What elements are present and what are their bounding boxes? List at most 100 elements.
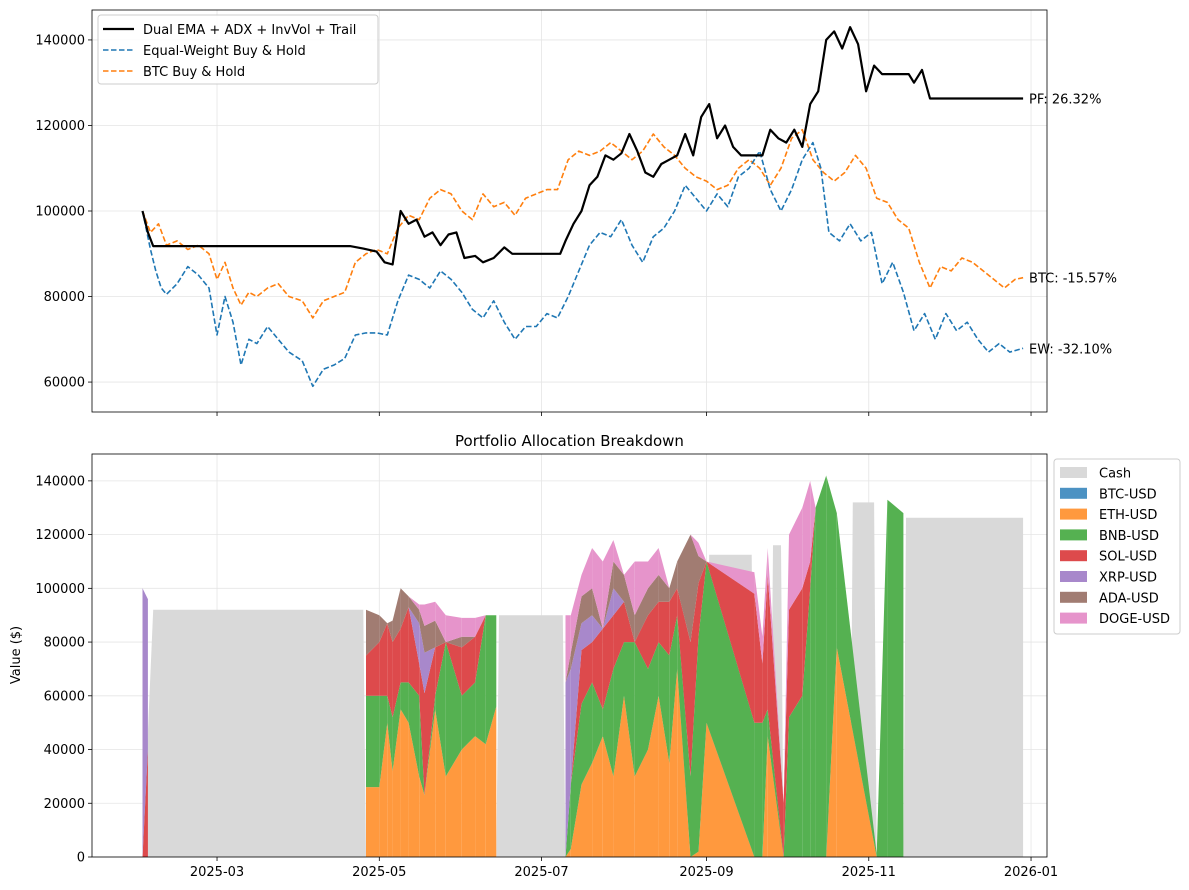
bottom-xtick-label: 2025-11 (842, 865, 896, 880)
bnb-usd-segment (648, 642, 659, 750)
doge-usd-segment (592, 548, 603, 629)
eth-usd-segment (379, 722, 388, 857)
doge-usd-segment (767, 548, 784, 804)
xrp-usd-segment (581, 615, 593, 651)
ada-usd-segment (669, 561, 678, 602)
bnb-usd-segment (836, 513, 877, 857)
doge-usd-segment (445, 615, 462, 643)
eth-usd-segment (624, 695, 635, 857)
doge-usd-segment (475, 615, 486, 637)
doge-usd-segment (570, 574, 582, 653)
ada-usd-segment (445, 636, 462, 648)
allocation-panel: Portfolio Allocation Breakdown 0 20000 400… (9, 432, 1181, 880)
xrp-usd-segment (408, 607, 420, 664)
eth-usd-segment (366, 787, 380, 857)
bnb-usd-segment (887, 499, 904, 857)
ada-usd-segment (392, 588, 401, 643)
legend-label-xrp-usd: XRP-USD (1099, 571, 1157, 586)
ada-usd-segment (461, 636, 476, 648)
bnb-usd-area (366, 475, 904, 857)
bnb-usd-segment (624, 642, 635, 777)
bnb-usd-segment (754, 722, 763, 857)
sol-usd-segment (602, 615, 614, 710)
bottom-ytick-label: 100000 (35, 582, 85, 597)
eth-usd-segment (658, 695, 670, 857)
sol-usd-segment (754, 593, 763, 723)
sol-usd-segment (810, 507, 816, 589)
sol-usd-segment (706, 561, 755, 723)
bnb-usd-segment (669, 615, 678, 763)
xrp-usd-segment (419, 623, 425, 694)
doge-usd-segment (602, 540, 614, 629)
legend-swatch-cash (1060, 467, 1087, 478)
bnb-usd-segment (475, 615, 486, 745)
bnb-usd-segment (592, 682, 603, 763)
top-x-axis (216, 412, 1032, 416)
bottom-ytick-label: 40000 (44, 743, 85, 758)
eth-usd-segment (445, 749, 462, 857)
ada-usd-segment (592, 588, 603, 629)
doge-usd-segment (424, 601, 436, 626)
bnb-usd-segment (445, 642, 462, 777)
eth-usd-segment (485, 706, 497, 857)
sol-usd-segment (648, 601, 659, 669)
doge-usd-segment (658, 548, 670, 589)
bnb-usd-segment (826, 475, 837, 857)
xrp-usd-segment (424, 647, 436, 694)
sol-usd-segment (570, 650, 582, 785)
doge-usd-segment (754, 572, 763, 664)
sol-usd-segment (624, 601, 635, 643)
ada-usd-segment (648, 574, 659, 616)
ada-usd-segment (387, 620, 393, 643)
sol-usd-segment (392, 628, 401, 718)
top-grid (92, 10, 1047, 412)
bottom-ytick-label: 120000 (35, 528, 85, 543)
allocation-chart-title: Portfolio Allocation Breakdown (455, 432, 684, 450)
top-series-group (141, 26, 1024, 388)
doge-usd-segment (783, 534, 789, 804)
sol-usd-segment (435, 642, 446, 696)
bottom-ytick-label: 80000 (44, 636, 85, 651)
bnb-usd-segment (634, 642, 648, 777)
bnb-usd-segment (379, 695, 388, 788)
legend-label-doge-usd: DOGE-USD (1099, 612, 1170, 627)
doge-usd-area (408, 480, 816, 804)
ada-usd-segment (419, 609, 425, 653)
bottom-ytick-label: 20000 (44, 797, 85, 812)
top-ytick-label: 100000 (35, 205, 85, 220)
doge-usd-segment (789, 507, 803, 610)
legend-label-equal-weight: Equal-Weight Buy & Hold (143, 44, 306, 59)
eth-usd-segment (762, 736, 768, 857)
bnb-usd-segment (392, 682, 401, 771)
bnb-usd-segment (461, 682, 476, 750)
doge-usd-segment (762, 548, 768, 664)
sol-usd-segment (789, 588, 803, 718)
legend-swatch-btc-usd (1060, 487, 1087, 499)
bnb-usd-segment (387, 695, 393, 771)
bottom-ytick-label: 60000 (44, 689, 85, 704)
bnb-usd-segment (783, 717, 789, 857)
bnb-usd-segment (815, 475, 827, 857)
bnb-usd-segment (802, 588, 811, 857)
eth-usd-segment (400, 709, 409, 857)
doge-usd-segment (565, 615, 571, 683)
bnb-usd-segment (789, 695, 803, 857)
sol-usd-segment (762, 574, 768, 723)
bnb-usd-segment (565, 784, 571, 857)
legend-label-btc: BTC Buy & Hold (143, 65, 245, 80)
bottom-xtick-label: 2026-01 (1004, 865, 1058, 880)
top-legend-box (97, 14, 379, 85)
ada-usd-segment (435, 620, 446, 648)
legend-label-strategy: Dual EMA + ADX + InvVol + Trail (143, 23, 356, 38)
bnb-usd-segment (581, 682, 593, 785)
xrp-usd-segment (613, 588, 624, 616)
eth-usd-segment (581, 763, 593, 857)
legend-swatch-doge-usd (1060, 612, 1087, 624)
bnb-usd-segment (706, 561, 755, 857)
sol-usd-segment (783, 609, 789, 857)
sol-usd-segment (802, 561, 811, 696)
legend-label-ada-usd: ADA-USD (1099, 591, 1159, 606)
sol-usd-segment (387, 623, 393, 718)
ada-usd-segment (690, 534, 699, 643)
doge-usd-segment (810, 480, 816, 562)
